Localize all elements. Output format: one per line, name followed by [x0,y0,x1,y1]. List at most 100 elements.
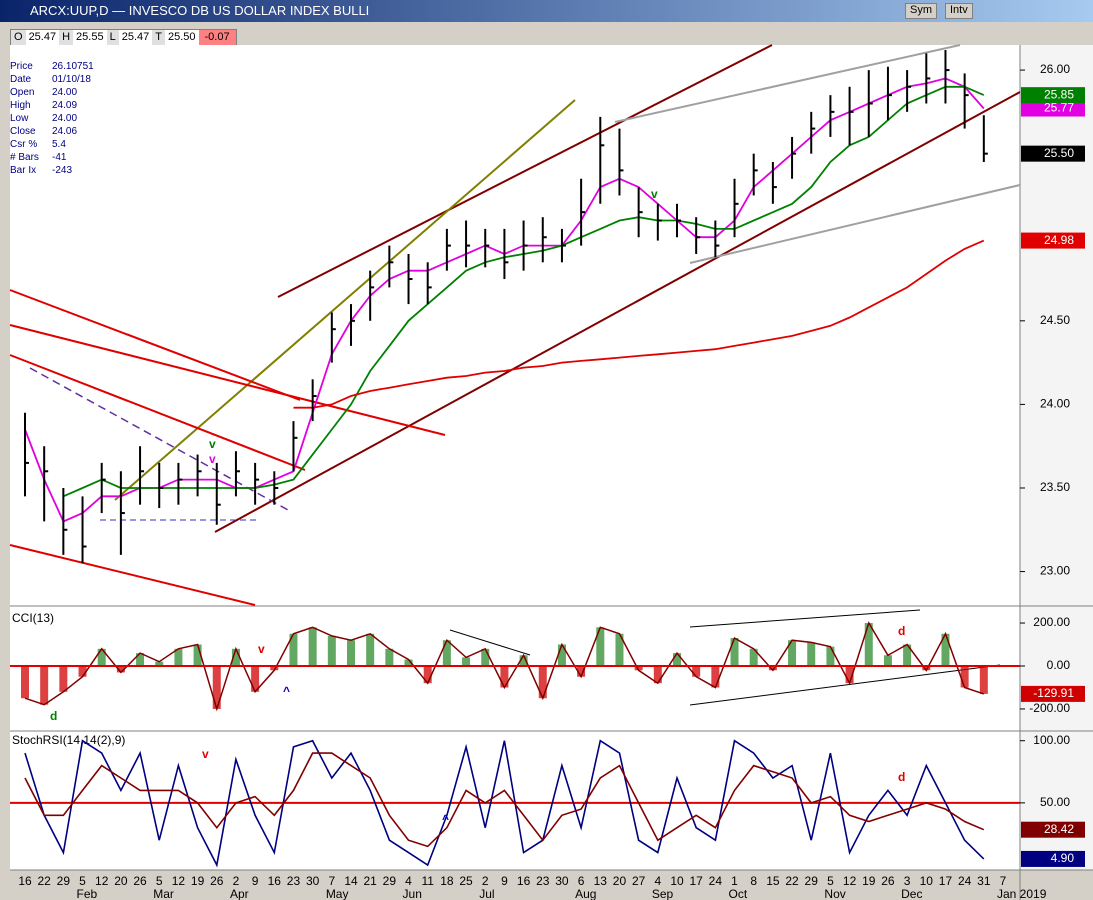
histogram-bar [59,665,68,692]
annotation: d [898,770,905,784]
info-value: 24.06 [52,126,78,137]
histogram-bar [212,665,221,709]
x-tick-label: 14 [344,874,358,888]
histogram-bar [289,633,298,666]
trendline [9,354,306,471]
x-tick-label: 5 [827,874,834,888]
info-row: Price 26.10751 [10,60,94,73]
x-tick-label: 30 [306,874,320,888]
info-label: Low [10,113,29,124]
x-tick-label: 23 [536,874,550,888]
info-value: 5.4 [52,139,66,150]
info-row: Open 24.00 [10,86,94,99]
month-label: May [326,887,349,900]
panel-title: CCI(13) [12,611,54,625]
histogram-bar [385,648,394,666]
histogram-bar [404,659,413,666]
last-value-label: 28.42 [1044,822,1074,836]
month-label: Sep [652,887,674,900]
y-tick-label: 24.50 [1040,313,1070,327]
x-tick-label: 18 [440,874,454,888]
info-label: Close [10,126,36,137]
x-tick-label: 20 [114,874,128,888]
info-box: Price 26.10751 Date 01/10/18 Open 24.00 High 24… [10,60,94,177]
quote-change: -0.07 [198,30,236,46]
x-tick-label: 19 [862,874,876,888]
last-value-label: 25.50 [1044,146,1074,160]
histogram-bar [979,665,988,694]
x-tick-label: 19 [191,874,205,888]
x-tick-label: 22 [785,874,799,888]
x-tick-label: 24 [709,874,723,888]
series-line [24,621,985,712]
info-row: Date 01/10/18 [10,73,94,86]
x-tick-label: 9 [501,874,508,888]
annotation: v [209,437,216,451]
histogram-bar [327,635,336,666]
histogram-bar [251,665,260,692]
info-label: Bar Ix [10,165,37,176]
histogram-bar [174,648,183,666]
info-value: 24.09 [52,100,78,111]
x-tick-label: 10 [670,874,684,888]
histogram-bar [557,644,566,666]
intv-button[interactable]: Intv [945,3,973,19]
histogram-bar [577,665,586,677]
chart: CCI(13) StochRSI(14,14(2),9) 23.0023.502… [9,44,1093,900]
annotation: v [209,452,216,466]
trendline [689,609,921,628]
info-label: Price [10,61,33,72]
x-tick-label: 4 [405,874,412,888]
info-row: High 24.09 [10,99,94,112]
x-tick-label: 9 [252,874,259,888]
histogram-bar [596,627,605,666]
histogram-bar [730,638,739,666]
annotation: d [898,624,905,638]
histogram-bar [653,665,662,684]
histogram-bar [366,633,375,666]
month-label: Feb [77,887,98,900]
histogram-bar [347,640,355,666]
month-label: Apr [230,887,249,900]
histogram-bar [883,655,892,666]
x-tick-label: 26 [881,874,895,888]
quote-label: T [152,30,165,46]
sym-button[interactable]: Sym [905,3,937,19]
panel-title: StochRSI(14,14(2),9) [12,733,125,747]
x-tick-label: 15 [766,874,780,888]
x-tick-label: 5 [156,874,163,888]
x-tick-label: 11 [421,874,434,888]
info-value: -243 [52,165,73,176]
quote-value: 25.47 [28,31,57,43]
x-tick-label: 26 [210,874,224,888]
x-tick-label: 12 [843,874,857,888]
histogram-bar [481,648,490,666]
histogram-bar [922,665,931,671]
trendline [114,99,576,501]
x-tick-label: 23 [287,874,301,888]
last-value-box [1021,821,1085,838]
x-tick-label: 12 [95,874,109,888]
y-tick-label: 50.00 [1040,795,1070,809]
histogram-bar [673,653,681,666]
plot-area [10,45,1020,870]
x-tick-label: 7 [1000,874,1007,888]
last-value-box [1021,100,1085,117]
trendline [277,44,773,298]
trendline [9,544,256,606]
x-tick-label: 26 [133,874,147,888]
x-tick-label: 10 [920,874,934,888]
last-value-label: -129.91 [1033,686,1074,700]
y-tick-label: -200.00 [1029,701,1070,715]
trendline [214,91,1021,533]
info-value: 24.00 [52,113,78,124]
annotation: v [202,747,209,761]
histogram-bar [193,644,202,666]
quote-value: 25.50 [167,31,196,43]
x-tick-label: 22 [37,874,51,888]
y-tick-label: 100.00 [1033,733,1070,747]
annotation: v [258,642,265,656]
annotations: v v v d v ^ d v ^ d [50,187,905,826]
info-label: Date [10,74,32,85]
histogram-bar [423,665,432,684]
